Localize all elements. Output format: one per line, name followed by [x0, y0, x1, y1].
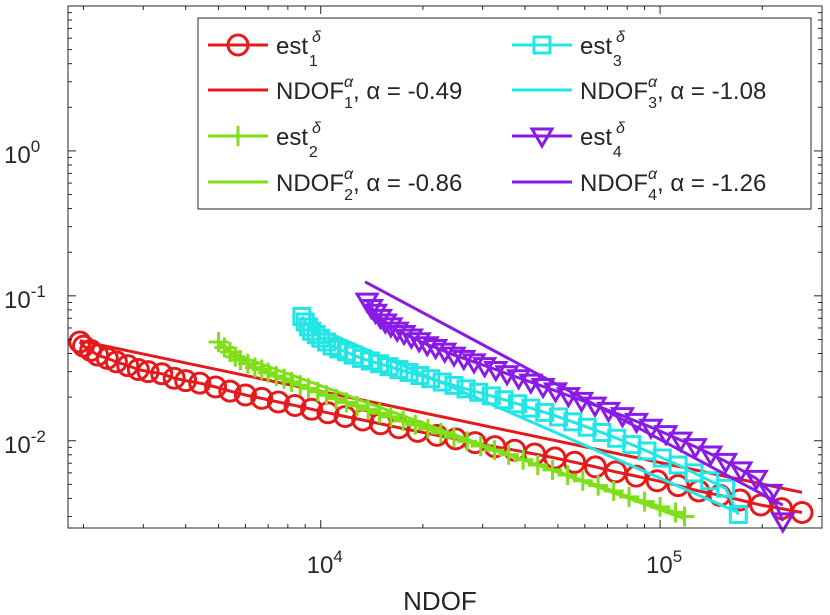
data-point: [549, 407, 569, 427]
data-point: [666, 474, 690, 498]
data-point: [414, 336, 440, 358]
legend-label: NDOFα 1, α = -0.49: [276, 74, 462, 112]
data-point: [563, 450, 587, 474]
data-point: [104, 350, 128, 374]
y-tick-label: 10-1: [4, 282, 46, 314]
series-6: [309, 323, 739, 514]
data-point: [233, 383, 257, 407]
data-point: [300, 397, 324, 421]
legend-item-7: est δ 4: [512, 120, 626, 161]
data-point: [250, 386, 274, 410]
legend-item-6: NDOFα 3, α = -1.08: [512, 74, 766, 112]
series-7: [354, 292, 796, 534]
data-point: [421, 369, 441, 389]
legend-item-2: NDOFα 1, α = -0.49: [208, 74, 462, 112]
data-point: [406, 332, 432, 354]
x-tick-label: 105: [646, 547, 682, 579]
data-point: [728, 504, 748, 524]
data-point: [116, 354, 140, 378]
x-tick-label: 104: [307, 547, 343, 579]
data-point: [432, 372, 452, 392]
data-point: [204, 375, 228, 399]
data-point: [266, 390, 290, 414]
series-8: [364, 280, 784, 507]
data-point: [441, 346, 467, 369]
legend-marker: [529, 127, 555, 149]
legend-label: NDOFα 3, α = -1.08: [580, 74, 766, 112]
data-point: [494, 390, 514, 410]
axes-frame: [67, 5, 823, 529]
data-point: [507, 394, 527, 414]
legend-marker: [228, 126, 248, 146]
legend-item-5: est δ 3: [512, 29, 626, 70]
legend-marker: [532, 35, 552, 55]
axis-layer: 104 105 10-2 10-1 100: [4, 6, 823, 579]
data-point: [758, 483, 784, 506]
data-point: [136, 360, 160, 384]
series-layer: [68, 280, 814, 534]
legend-label: NDOFα 4, α = -1.26: [580, 166, 766, 204]
data-point: [451, 349, 477, 372]
data-point: [716, 478, 736, 498]
legend: est δ 1 NDOFα 1, α = -0.49 est δ 2 NDOFα 2, α = -…: [197, 17, 812, 210]
fit-line: [309, 323, 739, 514]
data-point: [422, 339, 449, 361]
legend-label: est δ 3: [580, 29, 626, 70]
legend-item-1: est δ 1: [208, 29, 322, 70]
legend-label: est δ 4: [580, 120, 626, 161]
data-point: [405, 414, 426, 435]
legend-label: NDOFα 2, α = -0.86: [276, 166, 462, 204]
data-point: [389, 360, 409, 380]
data-point: [150, 362, 174, 386]
series-4: [232, 352, 686, 521]
data-point: [563, 412, 583, 432]
fit-line: [232, 352, 686, 521]
data-point: [521, 398, 541, 418]
series-line: [365, 300, 785, 522]
data-point: [188, 371, 212, 395]
data-point: [218, 379, 242, 403]
data-point: [162, 366, 186, 390]
fit-line: [364, 280, 784, 507]
legend-label: est δ 2: [276, 120, 322, 161]
legend-marker: [226, 33, 250, 57]
legend-item-3: est δ 2: [208, 120, 322, 161]
legend-label: est δ 1: [276, 29, 322, 70]
data-point: [743, 469, 769, 492]
legend-item-8: NDOFα 4, α = -1.26: [512, 166, 766, 204]
y-tick-label: 100: [4, 137, 40, 169]
series-line: [78, 340, 803, 514]
data-point: [770, 512, 796, 534]
y-tick-label: 10-2: [4, 427, 46, 459]
x-axis-label: NDOF: [403, 586, 477, 615]
data-point: [174, 369, 198, 393]
data-point: [283, 394, 307, 418]
data-point: [432, 342, 458, 365]
data-point: [126, 358, 150, 382]
legend-item-4: NDOFα 2, α = -0.86: [208, 166, 462, 204]
data-point: [535, 402, 555, 422]
legend-box: [197, 17, 812, 210]
